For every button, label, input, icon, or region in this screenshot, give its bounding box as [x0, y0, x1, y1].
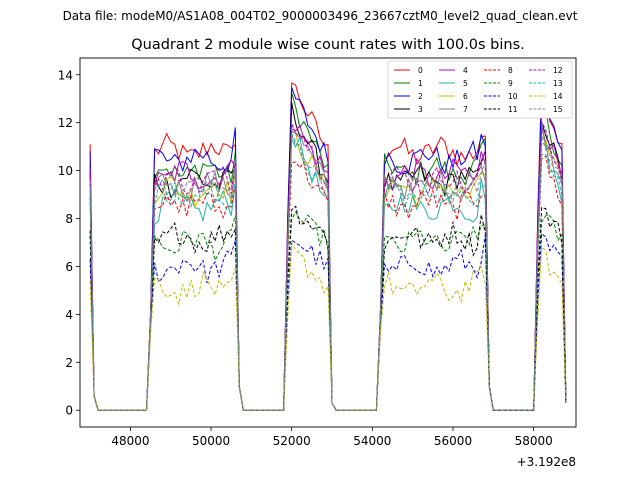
legend-label-10: 10 [508, 92, 518, 101]
legend-label-2: 2 [418, 92, 423, 101]
series-line-15 [89, 134, 567, 411]
legend-label-9: 9 [508, 79, 513, 88]
legend-label-8: 8 [508, 66, 513, 75]
series-line-11 [89, 205, 567, 411]
y-tick-label: 12 [58, 116, 73, 130]
y-tick-label: 6 [65, 260, 73, 274]
y-axis: 0 2 4 6 8 10 12 14 [58, 68, 80, 418]
y-tick-label: 4 [65, 308, 73, 322]
legend-label-3: 3 [418, 105, 423, 114]
legend-label-15: 15 [553, 105, 563, 114]
series-line-14 [89, 240, 567, 411]
legend-label-14: 14 [553, 92, 563, 101]
chart-title: Quadrant 2 module wise count rates with … [131, 37, 525, 53]
suptitle: Data file: modeM0/AS1A08_004T02_90000034… [63, 9, 578, 23]
x-tick-label: 54000 [353, 434, 391, 448]
series-layer [89, 77, 567, 411]
series-line-0 [89, 77, 567, 411]
series-line-9 [89, 210, 567, 411]
x-offset-label: +3.192e8 [517, 455, 576, 469]
plot-area: 48000 50000 52000 54000 56000 58000 024681012… [58, 57, 577, 469]
x-tick-label: 48000 [111, 434, 149, 448]
y-tick-label: 14 [58, 68, 73, 82]
legend-label-5: 5 [463, 79, 468, 88]
legend-label-4: 4 [463, 66, 468, 75]
legend-label-11: 11 [508, 105, 518, 114]
legend-label-12: 12 [553, 66, 563, 75]
x-axis: 48000 50000 52000 54000 56000 58000 [111, 427, 553, 448]
y-tick-label: 10 [58, 164, 73, 178]
y-tick-label: 0 [65, 404, 73, 418]
legend-label-6: 6 [463, 92, 468, 101]
y-tick-label: 8 [65, 212, 73, 226]
series-line-13 [89, 133, 567, 411]
axes-frame [79, 57, 577, 428]
x-tick-label: 58000 [515, 434, 553, 448]
x-tick-label: 50000 [192, 434, 230, 448]
y-tick-label: 2 [65, 356, 73, 370]
legend-frame [387, 60, 573, 119]
x-tick-label: 52000 [273, 434, 311, 448]
legend-label-1: 1 [418, 79, 423, 88]
x-tick-label: 56000 [434, 434, 472, 448]
legend-label-0: 0 [418, 66, 423, 75]
legend-label-13: 13 [553, 79, 563, 88]
legend-label-7: 7 [463, 105, 468, 114]
